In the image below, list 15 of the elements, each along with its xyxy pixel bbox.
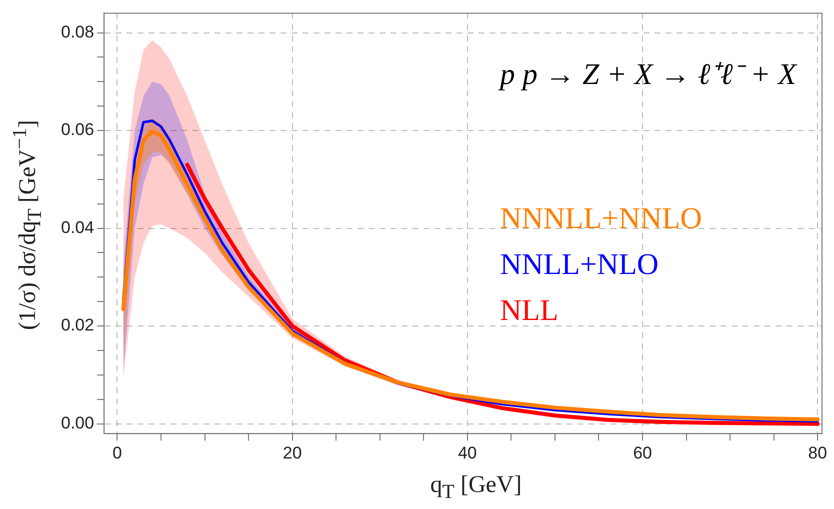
y-tick-label: 0.06 [60,120,94,140]
x-tick-label: 20 [282,443,302,462]
y-tick-label: 0.00 [60,414,94,433]
y-tick-label: 0.04 [60,218,94,237]
y-tick-label: 0.02 [60,316,94,335]
text: NNNLL+NNLO [500,202,702,235]
x-tick-label: 80 [808,443,828,462]
x-axis-title: q$_{T}$ [GeV] [430,472,522,504]
text: NNLL+NLO [500,248,659,281]
x-tick-label: 60 [633,443,652,462]
annotation: p p → Z + X → ℓ⁺ℓ⁻ + X [498,58,798,91]
text: NLL [500,294,558,327]
x-tick-label: 40 [458,443,477,462]
x-tick-label: 0 [112,443,122,462]
y-tick-label: 0.08 [60,22,94,42]
